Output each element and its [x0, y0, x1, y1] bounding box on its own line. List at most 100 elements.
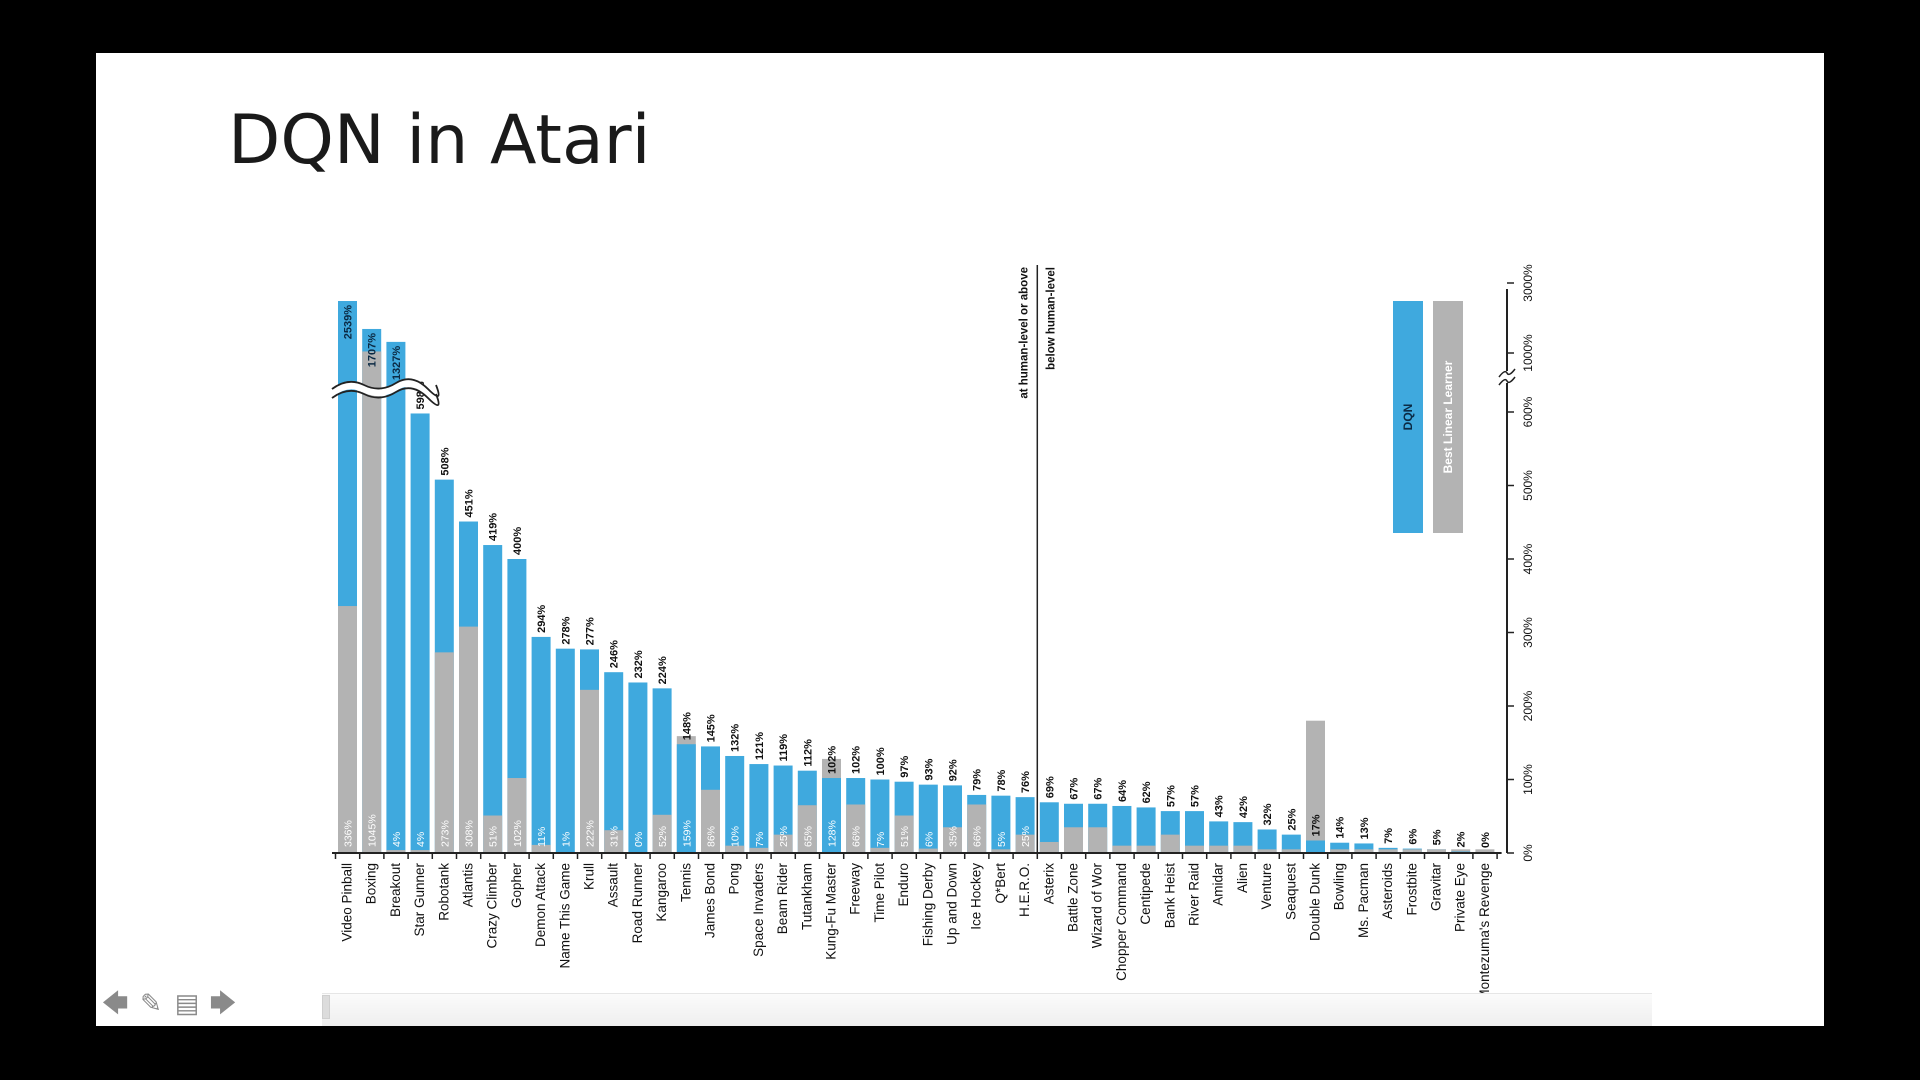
arrow-right-icon[interactable]: 🡆: [209, 988, 237, 1018]
pen-icon[interactable]: ✎: [140, 988, 162, 1018]
dqn-label-27: 78%: [996, 769, 1008, 791]
dqn-label-24: 93%: [923, 758, 935, 780]
divider-label-below: below human-level: [1045, 267, 1057, 370]
linear-label-26: 66%: [972, 826, 984, 847]
legend-swatch-dqn: [1393, 301, 1423, 533]
bar-linear-0: [338, 606, 357, 853]
bar-dqn-17: [749, 764, 769, 853]
menu-icon[interactable]: ▤: [174, 988, 200, 1018]
category-label-12: Road Runner: [630, 863, 645, 944]
linear-label-28: 25%: [1020, 826, 1032, 847]
category-label-25: Up and Down: [945, 863, 960, 945]
bar-linear-22: [870, 847, 890, 853]
bar-dqn-29: [1039, 802, 1059, 853]
legend-swatch-linear: [1433, 301, 1463, 533]
category-label-18: Beam Rider: [775, 862, 790, 934]
y-axis-break-bottom: [1498, 376, 1516, 386]
linear-label-15: 86%: [706, 826, 718, 847]
legend-label-dqn: DQN: [1401, 404, 1415, 431]
axis-break-line-bottom: [331, 387, 440, 406]
linear-label-1: 1045%: [367, 814, 379, 847]
category-label-2: Breakout: [388, 863, 403, 917]
dqn-label-23: 97%: [899, 755, 911, 777]
bar-linear-32: [1112, 845, 1132, 853]
bar-linear-11: [604, 830, 624, 853]
dqn-label-40: 17%: [1311, 814, 1323, 836]
bar-linear-6: [483, 815, 503, 853]
dqn-label-12: 232%: [633, 650, 645, 678]
dqn-label-26: 79%: [972, 769, 984, 791]
category-label-16: Pong: [727, 863, 742, 895]
bar-dqn-22: [870, 779, 890, 853]
dqn-label-39: 25%: [1286, 808, 1298, 830]
dqn-label-46: 2%: [1456, 831, 1468, 847]
bar-linear-1: [362, 351, 382, 853]
category-label-35: River Raid: [1187, 863, 1202, 926]
bar-dqn-11: [604, 672, 624, 853]
bar-linear-4: [434, 652, 454, 853]
dqn-label-38: 32%: [1262, 803, 1274, 825]
bar-linear-47: [1475, 849, 1495, 853]
dqn-label-47: 0%: [1480, 832, 1492, 848]
bar-dqn-16: [725, 755, 745, 853]
bar-linear-8: [531, 844, 551, 853]
category-label-43: Asteroids: [1380, 863, 1395, 920]
category-label-47: Montezuma's Revenge: [1477, 863, 1492, 1001]
axis-break-line-top: [331, 378, 440, 397]
bar-dqn-35: [1185, 811, 1204, 853]
bar-linear-39: [1281, 849, 1301, 853]
bar-dqn-38: [1257, 829, 1277, 853]
arrow-left-icon[interactable]: 🡄: [101, 988, 129, 1018]
category-label-22: Time Pilot: [872, 863, 887, 923]
linear-label-20: 128%: [827, 820, 839, 847]
bar-linear-13: [652, 814, 672, 853]
dqn-label-37: 42%: [1238, 796, 1250, 818]
bar-dqn-12: [628, 682, 648, 853]
category-label-13: Kangaroo: [654, 863, 669, 922]
bar-dqn-18: [773, 765, 793, 853]
category-label-19: Tutankham: [799, 863, 814, 930]
y-tick-label-0: 0%: [1521, 844, 1535, 862]
linear-label-13: 52%: [657, 826, 669, 847]
bar-dqn-9: [555, 648, 575, 853]
linear-label-19: 65%: [802, 826, 814, 847]
category-label-0: Video Pinball: [340, 863, 355, 942]
bar-linear-19: [797, 805, 817, 853]
category-label-42: Ms. Pacman: [1356, 863, 1371, 938]
dqn-label-25: 92%: [948, 759, 960, 781]
y-tick-label-8: 3000%: [1521, 264, 1535, 302]
dqn-label-44: 6%: [1407, 828, 1419, 844]
y-tick-label-4: 400%: [1521, 543, 1535, 574]
y-tick-label-6: 600%: [1521, 396, 1535, 427]
bar-dqn-14: [676, 744, 696, 853]
bar-linear-40: [1306, 720, 1325, 853]
category-label-3: Star Gunner: [412, 863, 427, 937]
dqn-label-1: 1707%: [367, 333, 379, 367]
linear-label-18: 25%: [778, 826, 790, 847]
linear-label-7: 102%: [512, 820, 524, 847]
bar-linear-29: [1039, 841, 1059, 853]
category-label-10: Krull: [582, 863, 597, 890]
dqn-label-14: 148%: [681, 712, 693, 740]
dqn-label-35: 57%: [1190, 785, 1202, 807]
linear-label-21: 66%: [851, 826, 863, 847]
linear-label-17: 7%: [754, 832, 766, 847]
category-label-34: Bank Heist: [1162, 863, 1177, 929]
slide: DQN in Atari 2539% 336% Video Pinball 1707%…: [96, 53, 1824, 1026]
category-label-20: Kung-Fu Master: [824, 863, 839, 960]
dqn-label-6: 419%: [488, 513, 500, 541]
bar-linear-34: [1160, 834, 1180, 853]
category-label-38: Venture: [1259, 863, 1274, 910]
scroll-handle[interactable]: [322, 995, 330, 1019]
legend-label-linear: Best Linear Learner: [1441, 360, 1455, 473]
bar-linear-26: [967, 804, 987, 853]
dqn-label-5: 451%: [464, 489, 476, 517]
category-label-41: Bowling: [1332, 863, 1347, 910]
linear-label-16: 10%: [730, 826, 742, 847]
bar-dqn-36: [1209, 821, 1229, 853]
linear-label-23: 51%: [899, 826, 911, 847]
dqn-label-17: 121%: [754, 732, 766, 760]
bar-linear-33: [1136, 845, 1156, 853]
y-tick-label-1: 100%: [1521, 764, 1535, 795]
linear-label-10: 222%: [585, 820, 597, 847]
